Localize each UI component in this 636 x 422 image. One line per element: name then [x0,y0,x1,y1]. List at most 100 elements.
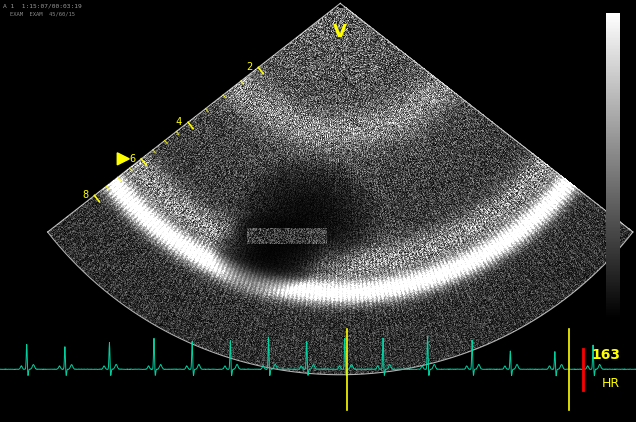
Bar [606,228,620,230]
Bar [606,145,620,146]
Bar [606,187,620,189]
Bar [606,90,620,92]
Bar [606,13,620,14]
Bar [606,163,620,165]
Bar [606,41,620,43]
Bar [606,124,620,125]
Bar [606,207,620,208]
Bar [606,212,620,213]
Bar [606,68,620,69]
Bar [606,301,620,303]
Bar [606,175,620,177]
Bar [606,307,620,309]
Bar [606,155,620,157]
Bar [606,203,620,204]
Bar [606,256,620,257]
Bar [606,86,620,87]
Bar [606,54,620,55]
Text: 163: 163 [591,349,620,362]
Bar [606,276,620,277]
Bar [606,106,620,107]
Bar [606,254,620,256]
Bar [606,37,620,38]
Bar [606,283,620,284]
Bar [606,30,620,31]
Bar [606,300,620,301]
Bar [606,174,620,175]
Bar [606,178,620,180]
Bar [606,154,620,155]
Bar [606,79,620,81]
Bar [606,246,620,248]
Bar [606,113,620,114]
Bar [606,172,620,174]
Bar [606,38,620,40]
Bar [606,57,620,58]
Bar [606,201,620,203]
Bar [606,157,620,159]
Bar [606,186,620,187]
Bar [606,159,620,160]
Bar [606,213,620,215]
Bar [606,253,620,254]
Bar [606,245,620,246]
Bar [606,181,620,183]
Bar [606,96,620,98]
Bar [606,309,620,311]
Text: HR: HR [602,376,620,390]
Bar [606,248,620,250]
Bar [606,136,620,137]
Bar [606,128,620,130]
Bar [606,284,620,286]
Bar [606,239,620,241]
Text: 8: 8 [82,190,88,200]
Bar [606,149,620,151]
Bar [606,243,620,245]
Text: A 1  1:15:07/00:03:19: A 1 1:15:07/00:03:19 [3,3,82,8]
Bar [606,84,620,86]
Text: 2: 2 [246,62,252,73]
Bar [606,87,620,89]
Bar [606,210,620,212]
Polygon shape [117,153,129,165]
Bar [606,40,620,41]
Bar [606,134,620,136]
Bar [606,168,620,169]
Bar [606,192,620,193]
Bar [606,314,620,315]
Bar [606,32,620,34]
Bar [606,298,620,300]
Bar [606,315,620,316]
Bar [606,14,620,16]
Bar [606,99,620,101]
Bar [606,16,620,17]
Bar [606,61,620,63]
Bar [606,265,620,266]
Bar [606,288,620,289]
Bar [606,280,620,281]
Text: EXAM  EXAM  45/60/15: EXAM EXAM 45/60/15 [10,12,75,17]
Bar [606,137,620,139]
Bar [606,117,620,119]
Bar [606,294,620,295]
Bar [606,263,620,265]
Bar [606,45,620,46]
Bar [606,131,620,133]
Bar [606,221,620,222]
Bar [606,292,620,294]
Bar [606,162,620,163]
Bar [606,95,620,96]
Bar [606,83,620,84]
Bar [606,227,620,228]
Bar [606,195,620,197]
Bar [606,281,620,283]
Bar [606,268,620,269]
Bar [606,35,620,37]
Bar [606,262,620,263]
Bar [606,274,620,276]
Bar [606,122,620,124]
Bar [606,306,620,307]
Bar [606,19,620,20]
Bar [606,197,620,198]
Bar [606,218,620,219]
